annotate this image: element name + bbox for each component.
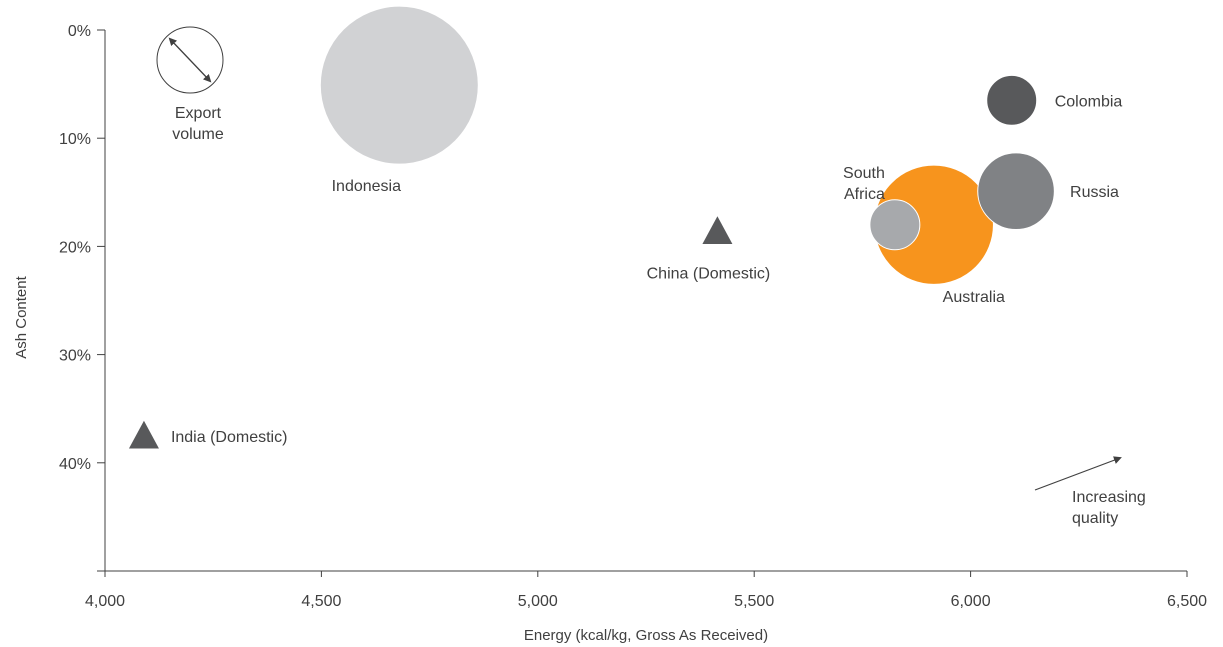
double-arrow-icon xyxy=(168,37,212,83)
bubble-indonesia xyxy=(319,5,479,165)
point-label: Colombia xyxy=(1055,93,1123,110)
quality-annotation: Increasing quality xyxy=(1034,456,1146,527)
x-tick-label: 4,000 xyxy=(85,593,125,610)
point-label: Russia xyxy=(1070,184,1119,201)
size-legend-label: Export xyxy=(175,105,222,122)
y-tick-label: 0% xyxy=(68,23,91,40)
y-tick-label: 30% xyxy=(59,348,91,365)
annotation-label: quality xyxy=(1072,510,1118,527)
y-tick-label: 20% xyxy=(59,239,91,256)
chart-marks xyxy=(128,5,1055,449)
bubble-south-africa xyxy=(869,199,921,251)
bubble-russia xyxy=(977,152,1055,231)
y-tick-label: 10% xyxy=(59,131,91,148)
size-legend: Export volume xyxy=(156,26,224,143)
point-label: India (Domestic) xyxy=(171,429,287,446)
x-tick-label: 4,500 xyxy=(301,593,341,610)
y-tick-label: 40% xyxy=(59,456,91,473)
quality-arrow-icon xyxy=(1034,456,1122,491)
chart-axes: 4,000 4,500 5,000 5,500 6,000 6,500 0% 10% 20% 30… xyxy=(59,23,1207,610)
point-label: China (Domestic) xyxy=(647,265,771,282)
triangle-china-domestic xyxy=(702,216,733,245)
point-label: Australia xyxy=(943,289,1005,306)
x-tick-label: 5,000 xyxy=(518,593,558,610)
bubble-colombia xyxy=(986,74,1038,126)
chart-labels: Indonesia Australia Russia Colombia South Afr… xyxy=(171,93,1122,445)
y-axis-title: Ash Content xyxy=(13,275,30,358)
size-legend-label: volume xyxy=(172,126,224,143)
point-label: Indonesia xyxy=(332,178,401,195)
x-tick-label: 6,500 xyxy=(1167,593,1207,610)
x-axis-title: Energy (kcal/kg, Gross As Received) xyxy=(524,627,768,644)
x-tick-label: 6,000 xyxy=(951,593,991,610)
point-label: South xyxy=(843,165,885,182)
triangle-india-domestic xyxy=(128,420,159,449)
x-tick-label: 5,500 xyxy=(734,593,774,610)
point-label: Africa xyxy=(844,186,885,203)
annotation-label: Increasing xyxy=(1072,489,1146,506)
